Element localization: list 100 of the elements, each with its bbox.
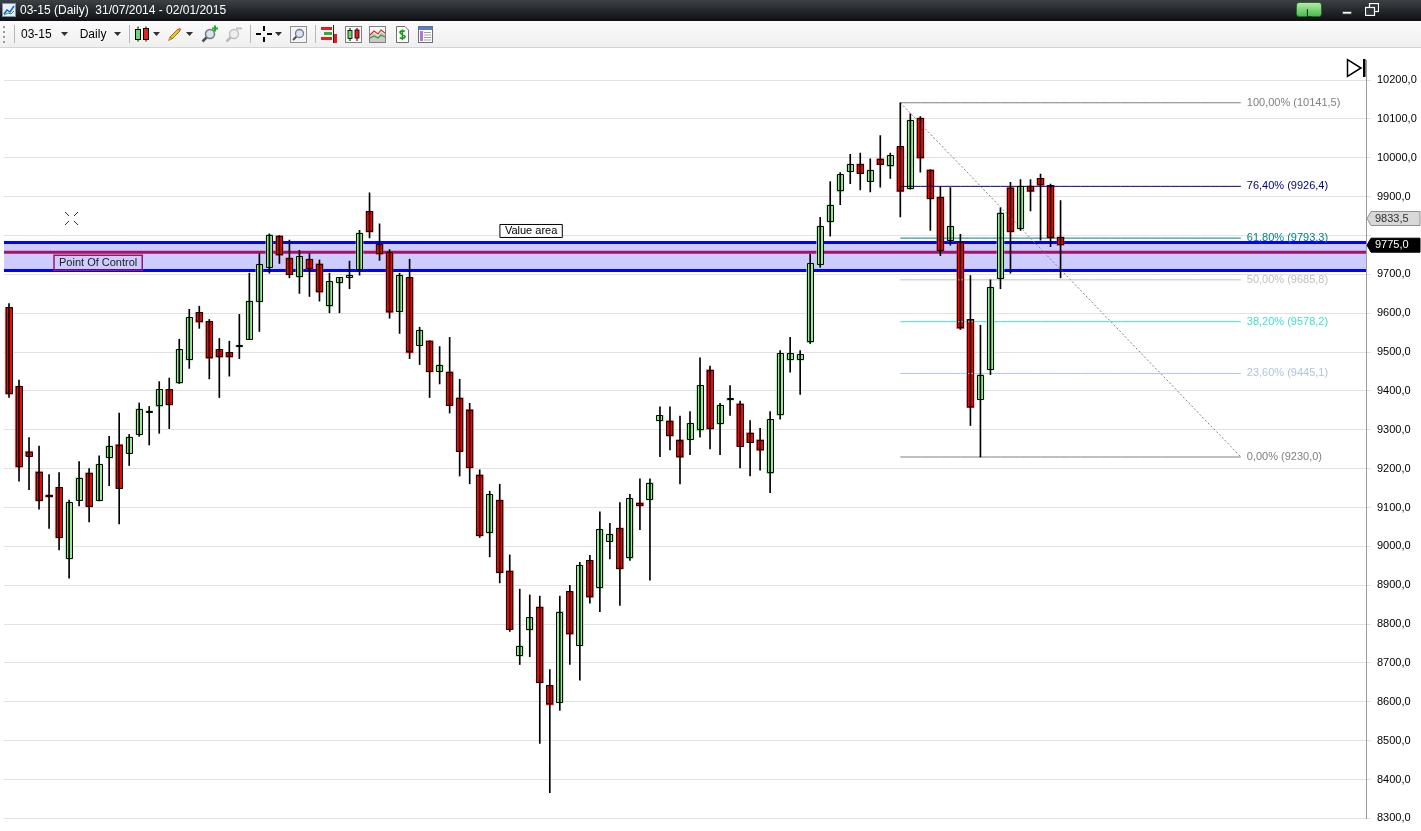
candlestick [846,153,855,185]
candlestick [756,427,764,471]
y-tick-label: 8600,0 [1377,694,1411,707]
candlestick [566,584,574,665]
y-tick-label: 8300,0 [1377,811,1411,824]
text: 03-15 [21,27,52,41]
ref-line-label: Point Of Control [59,255,138,268]
series-label: 61,80% (9793,3) [1246,231,1329,244]
candlestick [185,308,194,369]
window-button: L [1296,2,1322,17]
candlestick [495,483,504,584]
candlestick [115,412,123,525]
series-label: 100,00% (10141,5) [1246,95,1341,108]
y-tick-label: 9900,0 [1377,189,1411,202]
candlestick [856,152,865,191]
candlestick [746,420,754,477]
y-tick-label: 10100,0 [1377,111,1417,124]
candlestick [205,319,214,380]
candlestick [676,415,684,485]
candlestick [726,385,734,416]
series-label: 0,00% (9230,0) [1246,450,1323,463]
y-tick-label: 9000,0 [1377,539,1411,552]
text: 9833,5 [1375,211,1409,224]
candlestick [105,436,113,487]
candlestick [55,472,63,551]
candlestick [145,406,154,446]
candlestick [836,172,845,206]
candlestick [586,554,594,604]
candlestick [85,468,93,523]
candlestick [696,357,704,438]
candlestick [195,305,204,329]
y-tick-label: 9600,0 [1377,306,1411,319]
candlestick [535,595,544,744]
candlestick [866,158,875,193]
candlestick [475,469,484,538]
candlestick [706,365,714,450]
candlestick [816,216,825,268]
candlestick [776,350,784,420]
chart-title: 03-15 (Daily) 31/07/2014 - 02/01/2015 [20,3,227,17]
candlestick [636,478,644,530]
candlestick [786,336,794,373]
candlestick [135,402,144,437]
y-tick-label: 9700,0 [1377,267,1411,280]
text: Daily [79,27,107,41]
y-tick-label: 8400,0 [1377,772,1411,785]
y-tick-label: 8900,0 [1377,578,1411,591]
candlestick [175,338,184,384]
candlestick [656,406,664,457]
y-tick-label: 10000,0 [1377,150,1417,163]
candlestick [576,561,584,681]
candlestick [686,411,694,455]
candlestick [35,445,43,510]
candlestick [515,588,524,665]
candlestick [165,377,174,429]
y-tick-label: 8700,0 [1377,655,1411,668]
candlestick [716,403,724,455]
y-tick-label: 8800,0 [1377,617,1411,630]
candlestick [596,511,604,612]
y-tick-label: 10200,0 [1377,73,1417,86]
candlestick [525,594,534,658]
y-tick-label: 8500,0 [1377,733,1411,746]
y-tick-label: 9400,0 [1377,383,1411,396]
series-label: 23,60% (9445,1) [1246,366,1329,379]
candlestick [826,181,835,237]
series-label: 38,20% (9578,2) [1246,314,1329,327]
candlestick [465,403,474,485]
candlestick [606,523,614,560]
candlestick [15,379,23,482]
candlestick [545,669,554,794]
candlestick [75,461,83,507]
candlestick [555,595,564,711]
candlestick [886,152,895,179]
y-tick-label: 9500,0 [1377,345,1411,358]
candlestick [626,493,634,561]
candlestick [796,350,804,395]
y-tick-label: 9200,0 [1377,461,1411,474]
candlestick [65,499,73,579]
candlestick [45,474,53,529]
candlestick [666,406,674,451]
candlestick [505,554,514,632]
text: 9775,0 [1375,238,1409,251]
candlestick [5,303,13,398]
y-tick-label: 9100,0 [1377,500,1411,513]
series-label: 50,00% (9685,8) [1246,272,1329,285]
candlestick [95,455,103,502]
series-label: 76,40% (9926,4) [1246,179,1329,192]
candlestick [485,490,494,558]
candlestick [155,381,164,434]
candlestick [896,102,905,218]
candlestick [736,400,744,469]
candlestick [646,478,654,581]
candlestick [125,434,134,466]
candlestick [215,338,224,398]
candlestick [25,437,33,490]
band-label: Value area [504,224,559,236]
candlestick [766,411,774,494]
candlestick [616,502,624,606]
candlestick [876,135,885,188]
y-tick-label: 9300,0 [1377,422,1411,435]
candlestick [806,253,815,344]
